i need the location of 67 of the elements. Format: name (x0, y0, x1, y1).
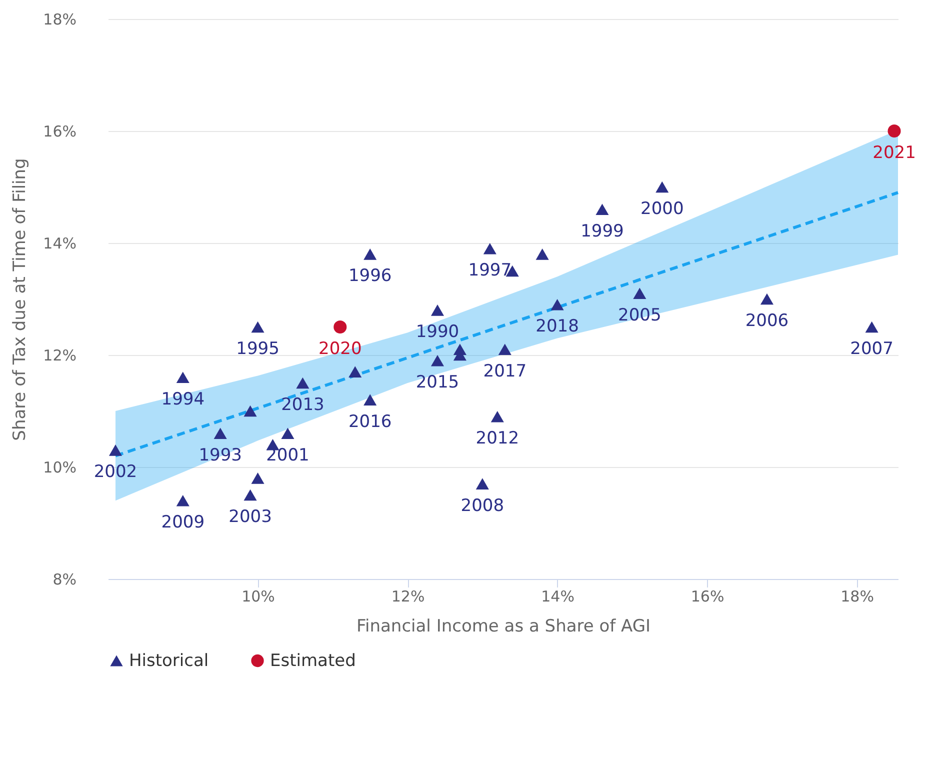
point (176, 494, 190, 506)
y-tick-label: 10% (43, 458, 76, 476)
annotation: 2017 (483, 361, 527, 382)
y-tick-label: 18% (43, 10, 76, 28)
x-tick-label: 12% (391, 588, 425, 606)
point (490, 410, 504, 422)
annotation: 1994 (161, 389, 205, 410)
y-axis-title: Share of Tax due at Time of Filing (10, 158, 30, 441)
point (214, 428, 227, 440)
annotation: 2006 (745, 311, 789, 331)
legend-label: Historical (129, 650, 209, 671)
point (536, 248, 549, 260)
point (430, 304, 444, 316)
y-tick-label: 16% (43, 122, 76, 140)
point (334, 320, 347, 334)
annotation: 2013 (281, 395, 324, 415)
point (251, 472, 264, 484)
annotation: 2021 (872, 143, 916, 163)
point (296, 377, 310, 389)
point (888, 124, 901, 138)
x-tick-label: 18% (840, 588, 874, 606)
point (633, 288, 646, 300)
y-tick-label: 8% (52, 570, 76, 588)
annotation: 2000 (640, 199, 684, 219)
annotation: 2002 (94, 462, 138, 482)
point (483, 242, 496, 254)
point (176, 372, 190, 384)
annotation: 2003 (228, 507, 272, 527)
annotation: 1990 (416, 322, 460, 342)
annotation: 2009 (161, 512, 205, 533)
x-axis-title: Financial Income as a Share of AGI (356, 616, 651, 636)
x-tick-label: 10% (242, 588, 275, 606)
point (476, 478, 489, 490)
annotation: 2007 (850, 339, 894, 359)
annotation: 1997 (468, 260, 512, 281)
x-tick-label: 14% (541, 588, 574, 606)
point (656, 181, 669, 193)
x-tick-label: 16% (690, 588, 724, 606)
legend-label: Estimated (270, 650, 356, 671)
point (281, 428, 294, 440)
annotation: 2005 (618, 305, 662, 326)
y-tick-label: 12% (43, 346, 76, 364)
point (251, 321, 264, 333)
point (244, 489, 257, 501)
annotation: 2016 (348, 412, 392, 432)
point (244, 405, 257, 417)
annotation: 1995 (236, 339, 280, 359)
point (865, 321, 878, 333)
annotation: 2020 (318, 339, 362, 359)
point (498, 344, 512, 356)
point (550, 298, 564, 310)
annotation: 1996 (348, 266, 392, 286)
annotation: 1999 (580, 221, 624, 242)
y-tick-label: 14% (43, 234, 76, 252)
annotation: 2015 (416, 372, 460, 393)
point (453, 344, 466, 356)
annotation: 2012 (476, 428, 520, 449)
annotation: 2008 (460, 496, 504, 516)
annotation: 1993 (198, 445, 242, 466)
point (108, 444, 122, 456)
point (364, 248, 377, 260)
point (760, 293, 774, 305)
point (596, 204, 609, 216)
point (430, 354, 444, 366)
point (364, 394, 377, 406)
annotation: 2018 (536, 316, 579, 337)
point (348, 366, 362, 378)
